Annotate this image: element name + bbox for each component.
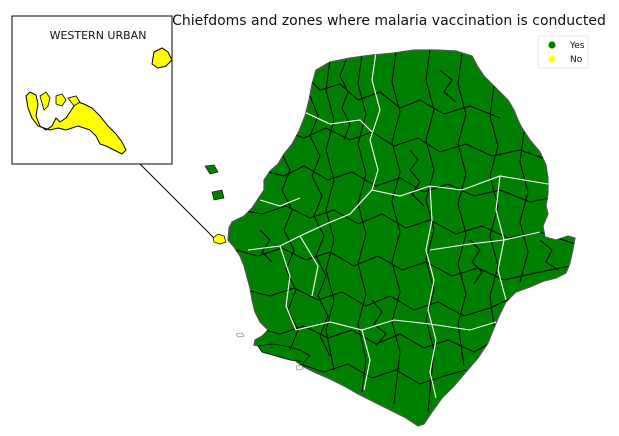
legend-marker-no (548, 55, 556, 63)
western-urban-shape (25, 91, 127, 155)
legend: Yes No (537, 35, 589, 69)
legend-label-yes: Yes (569, 41, 585, 51)
coastal-island (211, 189, 225, 201)
western-urban-location (212, 233, 227, 245)
western-urban-subarea (55, 93, 67, 107)
inset-frame (11, 15, 173, 165)
vaccinated-region (227, 49, 576, 427)
western-urban-inset: WESTERN URBAN (11, 15, 173, 165)
western-urban-subarea (39, 91, 51, 111)
inset-label: WESTERN URBAN (50, 29, 147, 42)
legend-label-no: No (570, 55, 583, 65)
western-urban-subarea (67, 95, 81, 107)
chiefdom-borders (235, 50, 575, 413)
district-borders (247, 51, 549, 399)
legend-marker-yes (548, 41, 556, 49)
small-island (235, 332, 245, 338)
small-island (295, 364, 304, 371)
inset-arrow (127, 151, 215, 239)
coastal-island (204, 164, 219, 175)
sierra-leone-country (204, 49, 576, 427)
western-urban-island (151, 47, 173, 69)
map-title: Chiefdoms and zones where malaria vaccin… (172, 13, 606, 29)
sherbro-island (257, 343, 311, 363)
